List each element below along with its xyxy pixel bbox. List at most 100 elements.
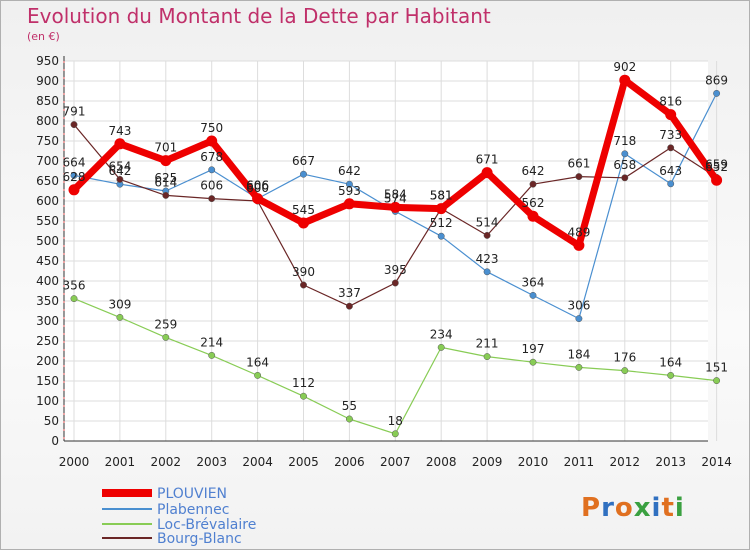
data-label: 701 — [154, 141, 177, 155]
data-point — [713, 377, 721, 385]
x-tick-label: 2003 — [196, 455, 227, 469]
data-point — [116, 313, 124, 321]
data-label: 364 — [522, 275, 545, 289]
data-label: 574 — [384, 191, 407, 205]
data-point — [483, 231, 491, 239]
data-point — [711, 174, 723, 186]
data-point — [529, 180, 537, 188]
data-label: 18 — [388, 414, 403, 428]
data-label: 642 — [108, 164, 131, 178]
data-label: 309 — [108, 297, 131, 311]
data-label: 214 — [200, 335, 223, 349]
data-label: 661 — [567, 157, 590, 171]
data-label: 628 — [63, 170, 86, 184]
data-label: 606 — [200, 179, 223, 193]
data-label: 259 — [154, 317, 177, 331]
data-point — [208, 166, 216, 174]
y-tick-label: 450 — [36, 254, 59, 268]
x-tick-label: 2009 — [472, 455, 503, 469]
data-point — [254, 371, 262, 379]
data-point — [619, 74, 631, 86]
data-label: 678 — [200, 150, 223, 164]
data-label: 562 — [522, 196, 545, 210]
data-label: 234 — [430, 327, 453, 341]
y-tick-label: 250 — [36, 334, 59, 348]
data-label: 164 — [659, 355, 682, 369]
x-tick-label: 2004 — [242, 455, 273, 469]
data-point — [527, 210, 539, 222]
data-label: 545 — [292, 203, 315, 217]
data-point — [621, 174, 629, 182]
data-label: 390 — [292, 265, 315, 279]
data-label: 55 — [342, 399, 357, 413]
logo-letter: r — [601, 493, 615, 523]
data-label: 750 — [200, 121, 223, 135]
data-label: 625 — [154, 171, 177, 185]
data-label: 164 — [246, 355, 269, 369]
y-tick-label: 800 — [36, 114, 59, 128]
x-tick-label: 2014 — [701, 455, 732, 469]
logo-letter: i — [651, 493, 662, 523]
data-point — [713, 89, 721, 97]
data-point — [437, 343, 445, 351]
y-tick-label: 150 — [36, 374, 59, 388]
data-label: 489 — [567, 225, 590, 239]
data-label: 395 — [384, 263, 407, 277]
data-label: 902 — [613, 60, 636, 74]
data-label: 667 — [292, 154, 315, 168]
data-label: 664 — [63, 155, 86, 169]
data-point — [300, 392, 307, 400]
data-label: 654 — [108, 159, 131, 173]
data-point — [665, 109, 677, 121]
data-label: 614 — [154, 175, 177, 189]
data-point — [300, 281, 307, 289]
x-tick-label: 2000 — [59, 455, 90, 469]
data-point — [70, 295, 78, 303]
y-tick-label: 650 — [36, 174, 59, 188]
y-tick-label: 200 — [36, 354, 59, 368]
data-point — [389, 201, 401, 213]
data-point — [435, 203, 447, 215]
chart-title: Evolution du Montant de la Dette par Hab… — [27, 4, 491, 28]
y-tick-label: 400 — [36, 274, 59, 288]
data-point — [345, 302, 353, 310]
y-tick-label: 900 — [36, 74, 59, 88]
data-point — [667, 180, 675, 188]
x-tick-label: 2005 — [288, 455, 319, 469]
data-point — [529, 291, 537, 299]
data-label: 869 — [705, 73, 728, 87]
x-tick-label: 2008 — [426, 455, 457, 469]
y-tick-label: 0 — [51, 434, 59, 448]
data-label: 652 — [705, 160, 728, 174]
data-point — [345, 415, 353, 423]
logo-letter: t — [661, 493, 675, 523]
data-label: 197 — [522, 342, 545, 356]
data-label: 211 — [476, 337, 499, 351]
data-point — [345, 180, 353, 188]
data-point — [300, 170, 307, 178]
data-point — [114, 138, 126, 150]
data-point — [391, 430, 399, 438]
data-label: 743 — [108, 124, 131, 138]
x-tick-label: 2013 — [655, 455, 686, 469]
data-label: 606 — [246, 179, 269, 193]
data-point — [160, 155, 172, 167]
data-label: 593 — [338, 184, 361, 198]
data-point — [621, 150, 629, 158]
data-label: 581 — [430, 189, 453, 203]
logo-letter: i — [674, 493, 685, 523]
plot-area — [64, 61, 708, 441]
data-label: 176 — [613, 351, 636, 365]
data-label: 658 — [613, 158, 636, 172]
data-label: 112 — [292, 376, 315, 390]
y-tick-label: 750 — [36, 134, 59, 148]
logo-letter: P — [581, 493, 602, 523]
data-point — [621, 367, 629, 375]
data-point — [483, 268, 491, 276]
data-label: 306 — [567, 299, 590, 313]
x-tick-label: 2006 — [334, 455, 365, 469]
data-point — [116, 175, 124, 183]
data-point — [575, 315, 583, 323]
logo-letter: x — [633, 493, 652, 523]
x-tick-label: 2012 — [610, 455, 641, 469]
